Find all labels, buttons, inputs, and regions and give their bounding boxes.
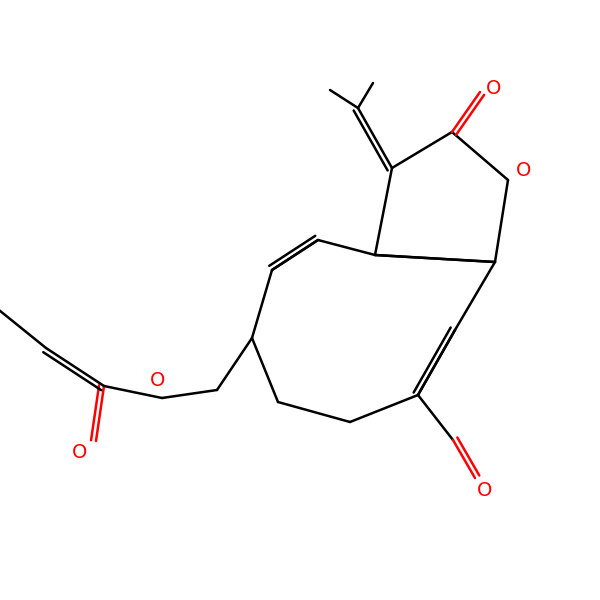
Text: O: O <box>517 160 532 179</box>
Text: O: O <box>73 443 88 463</box>
Text: O: O <box>151 370 166 389</box>
Text: O: O <box>487 79 502 97</box>
Text: O: O <box>478 481 493 499</box>
